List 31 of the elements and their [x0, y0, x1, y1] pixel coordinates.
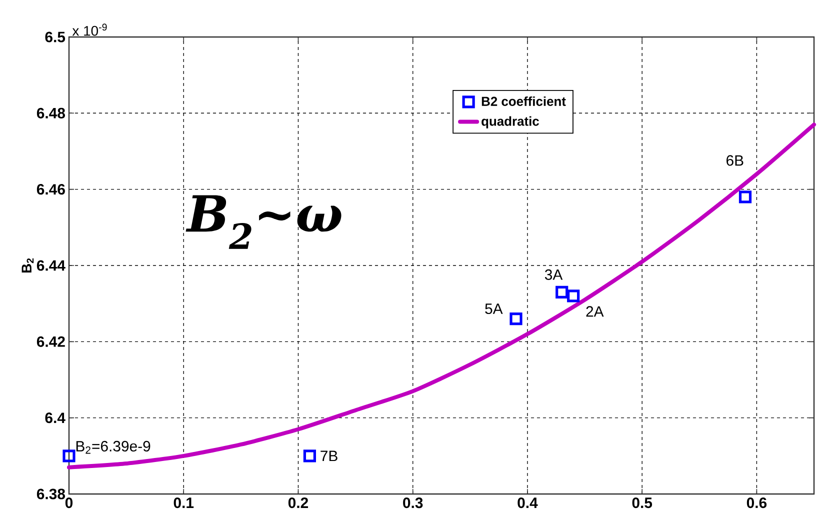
point — [567, 290, 580, 302]
legend-label: B2 coefficient — [482, 96, 566, 106]
x-tick-label: 0.6 — [746, 498, 767, 508]
legend-label: quadratic — [482, 116, 539, 128]
x-tick-label: 0.2 — [288, 498, 308, 508]
y-tick-label: 6.42 — [36, 336, 65, 347]
y-tick-label: 6.38 — [36, 488, 66, 500]
x-tick-label: 0 — [65, 498, 73, 508]
annotation: B$_{2}$~ω — [186, 195, 342, 249]
y-tick-label: 6.44 — [36, 260, 66, 271]
text: x 10$^{-9}$ — [72, 24, 107, 36]
y-tick-label: 6.4 — [45, 412, 66, 424]
annotation: 7B — [320, 450, 338, 462]
annotation: 5A — [485, 304, 503, 314]
y-tick-label: 6.5 — [45, 32, 66, 42]
annotation: 6B — [726, 155, 744, 166]
point — [303, 450, 316, 462]
point — [62, 450, 76, 462]
x-tick-label: 0.5 — [632, 498, 652, 508]
y-tick-label: 6.46 — [36, 184, 65, 195]
annotation: B$_{2}$=6.39e-9 — [76, 440, 150, 454]
annotation: 2A — [586, 306, 604, 317]
y-axis-title: B$_{2}$ — [22, 258, 34, 273]
point — [738, 190, 752, 204]
y-tick-label: 6.48 — [36, 108, 66, 118]
point — [556, 286, 568, 298]
annotation: 3A — [544, 269, 563, 280]
x-tick-label: 0.4 — [518, 498, 538, 508]
x-tick-label: 0.3 — [403, 498, 423, 508]
point — [510, 312, 522, 326]
x-tick-label: 0.1 — [174, 498, 194, 508]
